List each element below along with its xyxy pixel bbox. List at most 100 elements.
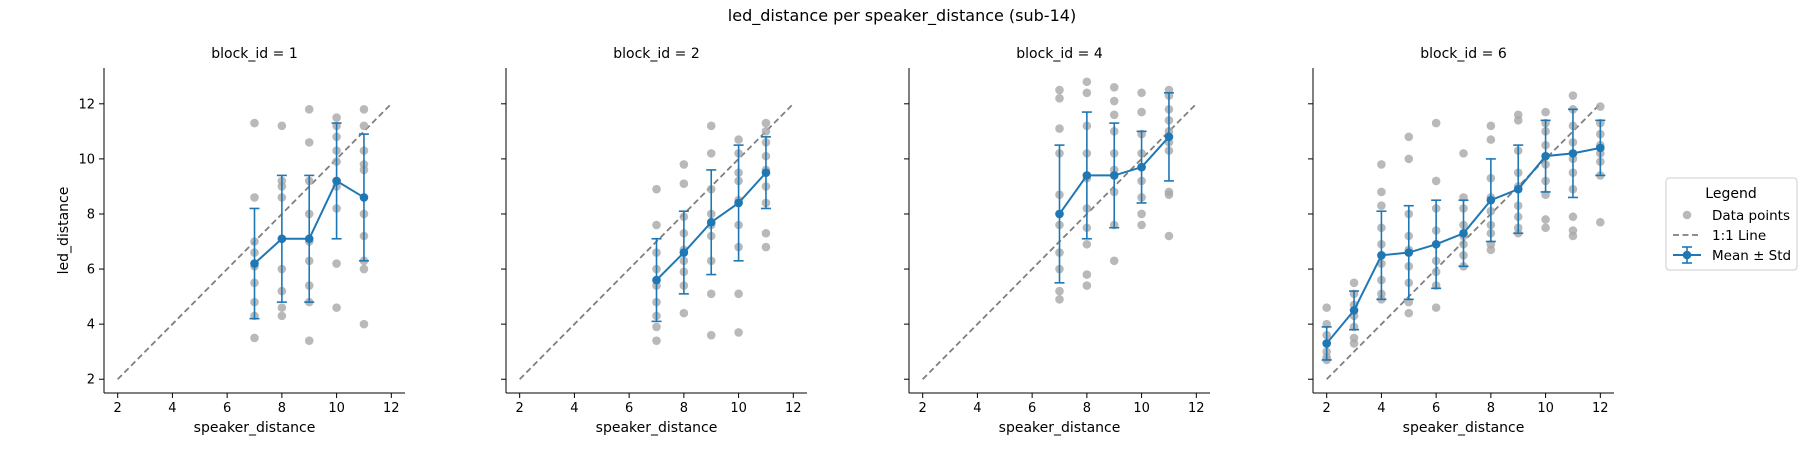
panel-title: block_id = 6 bbox=[1420, 46, 1507, 62]
data-point bbox=[652, 336, 661, 345]
data-point bbox=[359, 264, 369, 274]
mean-marker bbox=[359, 193, 369, 202]
data-point bbox=[1568, 91, 1578, 100]
panel-2: block_id = 2 2 4 6 8 10 12 speaker_distance bbox=[501, 46, 807, 436]
y-tick-label: 10 bbox=[78, 152, 95, 167]
x-tick-label: 4 bbox=[973, 401, 981, 416]
x-tick-label: 10 bbox=[1537, 401, 1554, 416]
data-point bbox=[1459, 149, 1468, 158]
mean-marker bbox=[1431, 239, 1441, 249]
data-point bbox=[1055, 93, 1064, 103]
data-point bbox=[1137, 220, 1146, 230]
x-tick-label: 8 bbox=[1083, 401, 1091, 416]
x-tick-label: 2 bbox=[516, 401, 524, 416]
data-point bbox=[1377, 187, 1386, 197]
x-tick-label: 2 bbox=[114, 401, 122, 416]
mean-marker bbox=[1137, 162, 1146, 172]
data-point bbox=[359, 105, 369, 114]
mean-marker bbox=[734, 198, 743, 208]
data-point bbox=[1431, 118, 1441, 128]
x-axis-label: speaker_distance bbox=[1403, 420, 1525, 436]
legend-box bbox=[1665, 177, 1798, 271]
data-point bbox=[277, 303, 287, 312]
legend-entry-label: Mean ± Std bbox=[1712, 248, 1791, 264]
legend-title: Legend bbox=[1705, 186, 1756, 202]
data-point bbox=[652, 322, 661, 332]
legend-marker-mean bbox=[1682, 250, 1692, 260]
mean-marker bbox=[679, 248, 689, 257]
data-point bbox=[706, 289, 716, 299]
mean-std-series bbox=[1321, 108, 1606, 361]
x-tick-label: 10 bbox=[1133, 401, 1150, 416]
data-points bbox=[652, 118, 771, 345]
data-point bbox=[1082, 77, 1092, 87]
legend-entry-label: Data points bbox=[1712, 208, 1790, 224]
data-point bbox=[1568, 212, 1578, 222]
data-point bbox=[277, 121, 287, 131]
mean-marker bbox=[1486, 195, 1496, 205]
mean-marker bbox=[277, 234, 287, 244]
mean-marker bbox=[1322, 339, 1331, 348]
mean-std-series bbox=[651, 136, 771, 323]
data-point bbox=[1486, 245, 1496, 255]
x-tick-label: 6 bbox=[1432, 401, 1440, 416]
data-point bbox=[250, 193, 259, 202]
data-point bbox=[304, 336, 314, 345]
y-tick-label: 6 bbox=[87, 263, 95, 278]
mean-marker bbox=[304, 234, 314, 244]
data-point bbox=[332, 113, 341, 122]
y-axis-label: led_distance bbox=[56, 187, 72, 275]
data-point bbox=[679, 179, 689, 188]
data-point bbox=[1055, 124, 1064, 133]
mean-marker bbox=[761, 168, 771, 177]
panel-title: block_id = 4 bbox=[1016, 46, 1103, 62]
legend-marker-points bbox=[1682, 210, 1692, 220]
mean-marker bbox=[332, 176, 341, 186]
x-tick-label: 12 bbox=[383, 401, 400, 416]
data-point bbox=[761, 127, 771, 136]
mean-marker bbox=[1377, 250, 1386, 260]
panel-title: block_id = 2 bbox=[613, 46, 699, 62]
data-point bbox=[706, 121, 716, 131]
data-point bbox=[332, 259, 341, 268]
mean-marker bbox=[1164, 132, 1174, 142]
data-point bbox=[734, 328, 743, 337]
data-point bbox=[1109, 82, 1119, 92]
data-point bbox=[359, 319, 369, 329]
x-tick-label: 6 bbox=[1028, 401, 1036, 416]
data-point bbox=[679, 308, 689, 318]
data-point bbox=[1486, 121, 1496, 131]
y-tick-label: 2 bbox=[87, 373, 95, 388]
data-point bbox=[1082, 270, 1092, 279]
data-point bbox=[1137, 107, 1146, 117]
x-tick-label: 12 bbox=[1592, 401, 1609, 416]
mean-marker bbox=[1513, 184, 1523, 194]
data-point bbox=[1055, 295, 1064, 304]
panels-layer: block_id = 1 2 4 6 8 10 12 2 4 6 8 10 12 speaker_dist… bbox=[56, 46, 1614, 436]
mean-marker bbox=[1596, 143, 1605, 153]
data-point bbox=[1404, 308, 1414, 318]
x-tick-label: 8 bbox=[278, 401, 286, 416]
data-point bbox=[1164, 231, 1174, 241]
data-point bbox=[1404, 154, 1414, 164]
mean-marker bbox=[1055, 209, 1064, 219]
x-tick-label: 4 bbox=[1377, 401, 1385, 416]
x-tick-label: 12 bbox=[785, 401, 802, 416]
mean-marker bbox=[652, 275, 661, 285]
legend-entry-label: 1:1 Line bbox=[1712, 228, 1766, 244]
data-point bbox=[250, 333, 259, 343]
data-point bbox=[1137, 88, 1146, 98]
data-point bbox=[1377, 201, 1386, 211]
panel-1: block_id = 1 2 4 6 8 10 12 2 4 6 8 10 12 speaker_dist… bbox=[56, 46, 405, 436]
data-point bbox=[1541, 223, 1550, 233]
x-axis-label: speaker_distance bbox=[999, 420, 1121, 436]
data-point bbox=[1377, 160, 1386, 169]
data-point bbox=[1596, 217, 1605, 227]
panel-4: block_id = 6 2 4 6 8 10 12 speaker_distance bbox=[1308, 46, 1614, 436]
x-tick-label: 12 bbox=[1188, 401, 1205, 416]
data-point bbox=[706, 149, 716, 158]
x-tick-label: 10 bbox=[328, 401, 345, 416]
data-point bbox=[1568, 231, 1578, 241]
data-point bbox=[1109, 96, 1119, 106]
data-point bbox=[734, 289, 743, 299]
